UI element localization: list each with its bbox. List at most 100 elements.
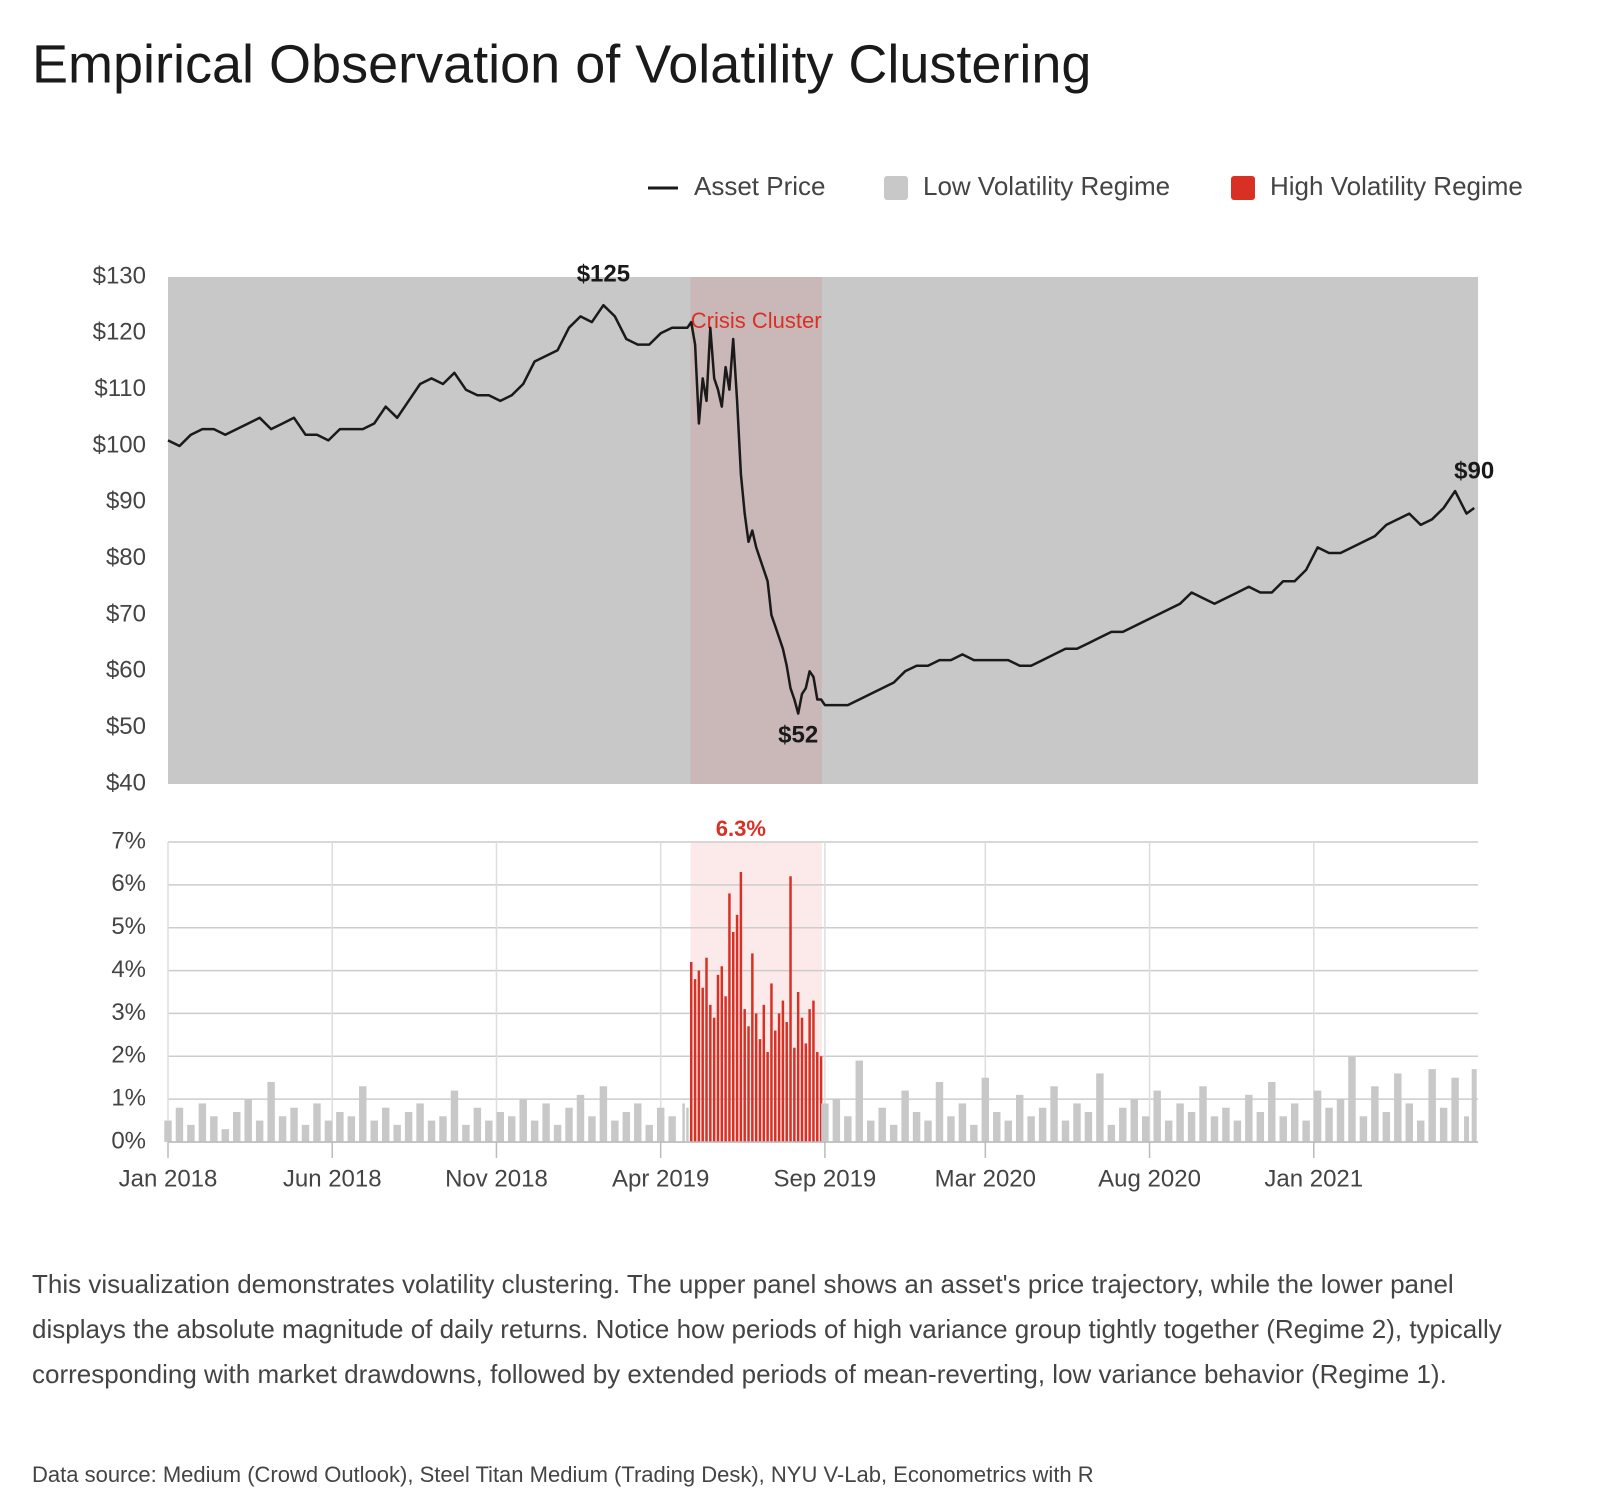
return-bar (427, 1120, 436, 1142)
return-bar (816, 1052, 819, 1142)
return-bar (1222, 1107, 1230, 1142)
return-bar (758, 1039, 762, 1142)
annotation: $52 (778, 722, 818, 749)
return-bar (622, 1112, 631, 1142)
return-bar (496, 1112, 504, 1142)
y-tick-label: $110 (94, 375, 146, 402)
return-bar (1471, 1069, 1477, 1142)
return-bar (832, 1099, 841, 1142)
return-bar (198, 1103, 207, 1142)
return-bar (693, 979, 697, 1142)
return-bar (777, 1013, 781, 1142)
return-bar (697, 970, 701, 1142)
return-bar (1164, 1120, 1173, 1142)
return-bar (290, 1107, 298, 1142)
x-tick-label: Apr 2019 (612, 1165, 709, 1192)
return-bar (1313, 1090, 1322, 1142)
return-bar (473, 1107, 482, 1142)
return-bar (924, 1120, 932, 1142)
return-bar (844, 1116, 852, 1142)
return-bar (393, 1124, 401, 1142)
return-bar (716, 974, 720, 1142)
return-bar (754, 1013, 758, 1142)
return-bar (656, 1107, 665, 1142)
return-bar (889, 1124, 898, 1142)
return-bar (751, 953, 754, 1142)
return-bar (1015, 1094, 1024, 1142)
return-bar (450, 1090, 459, 1142)
x-tick-label: Aug 2020 (1098, 1165, 1201, 1192)
return-bar (565, 1107, 573, 1142)
return-bar (689, 962, 693, 1142)
return-bar (210, 1116, 218, 1142)
return-bar (958, 1103, 967, 1142)
return-bar (682, 1103, 685, 1142)
return-bar (1439, 1107, 1448, 1142)
return-bar (1187, 1112, 1196, 1142)
return-bar (1027, 1116, 1035, 1142)
return-bar (553, 1124, 562, 1142)
return-bar (812, 1000, 815, 1142)
return-bar (439, 1116, 447, 1142)
x-tick-label: Jan 2021 (1264, 1165, 1363, 1192)
return-bar (728, 893, 731, 1142)
return-bar (800, 1017, 804, 1142)
return-bar (634, 1103, 642, 1142)
return-bar (735, 914, 739, 1142)
return-bar (278, 1116, 287, 1142)
return-bar (981, 1077, 990, 1142)
y-tick-label: $90 (106, 488, 146, 515)
y-tick-label: $60 (106, 657, 146, 684)
return-bar (712, 1017, 716, 1142)
y-tick-label: $50 (106, 713, 146, 740)
annotation: $125 (577, 261, 630, 288)
return-bar (1233, 1120, 1242, 1142)
legend-label: Asset Price (694, 171, 826, 201)
return-bar (993, 1112, 1001, 1142)
return-bar (970, 1124, 978, 1142)
y-tick-label: 6% (111, 870, 146, 897)
return-bar (164, 1120, 172, 1142)
return-bar (804, 1043, 808, 1142)
return-bar (793, 1047, 796, 1142)
return-bar (819, 1056, 823, 1142)
return-bar (485, 1120, 493, 1142)
return-bar (1359, 1116, 1368, 1142)
return-bar (221, 1129, 230, 1142)
x-tick-label: Mar 2020 (935, 1165, 1036, 1192)
return-bar (1210, 1116, 1219, 1142)
source-note: Data source: Medium (Crowd Outlook), Ste… (32, 1462, 1094, 1487)
price-line (167, 303, 1475, 715)
y-tick-label: 5% (111, 913, 146, 940)
y-tick-label: 7% (111, 827, 146, 854)
y-tick-label: $120 (93, 319, 146, 346)
return-bar (508, 1116, 516, 1142)
return-bar (1405, 1103, 1413, 1142)
return-bar (519, 1099, 527, 1142)
return-bar (1199, 1086, 1207, 1142)
return-bar (1416, 1120, 1425, 1142)
return-bar (789, 876, 792, 1142)
return-bar (1348, 1056, 1356, 1142)
region-label: Crisis Cluster (691, 308, 822, 333)
return-bar (935, 1082, 944, 1142)
return-bar (1073, 1103, 1081, 1142)
return-bar (1176, 1103, 1184, 1142)
y-tick-label: $70 (106, 600, 146, 627)
return-bar (1061, 1120, 1070, 1142)
return-bar (774, 1030, 777, 1142)
return-bar (1279, 1116, 1287, 1142)
return-bar (781, 1000, 785, 1142)
x-tick-label: Jun 2018 (283, 1165, 382, 1192)
return-bar (255, 1120, 264, 1142)
chart-title: Empirical Observation of Volatility Clus… (32, 34, 1091, 94)
return-bar (324, 1120, 333, 1142)
return-bar (462, 1124, 470, 1142)
y-tick-label: 3% (111, 999, 146, 1026)
return-bar (1119, 1107, 1127, 1142)
return-bar (336, 1112, 344, 1142)
return-bar (743, 1009, 746, 1142)
return-bar (404, 1112, 413, 1142)
return-bar (267, 1082, 275, 1142)
